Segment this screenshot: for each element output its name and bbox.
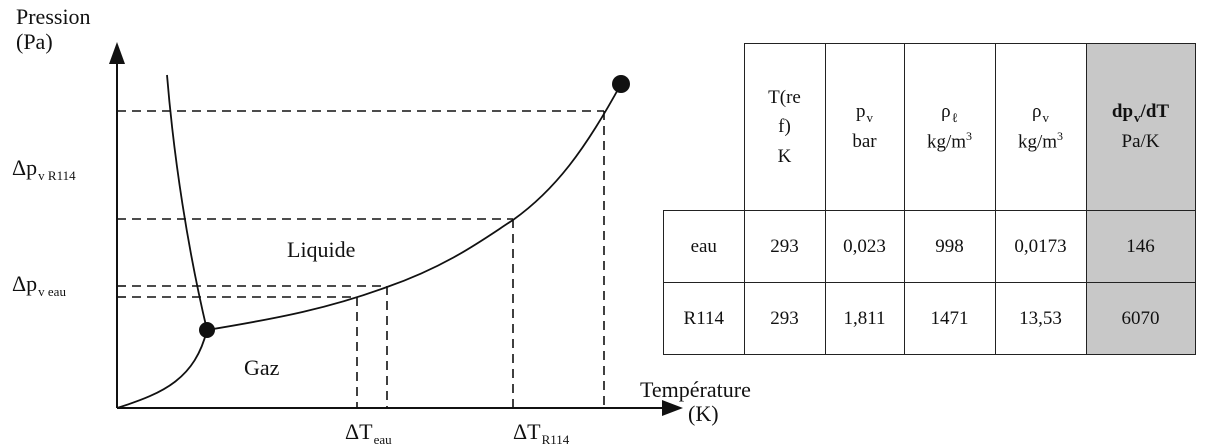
vaporization-curve <box>206 83 622 331</box>
x-axis-label-line1: Température <box>640 377 751 402</box>
header-corner <box>663 43 745 211</box>
cell-fluid: R114 <box>663 282 745 355</box>
cell-dpv-dt: 6070 <box>1085 282 1196 355</box>
delta-p-r114-label: Δpv R114 <box>12 155 76 183</box>
delta-t-eau-label: ΔTeau <box>345 419 392 447</box>
y-axis-arrow <box>109 42 125 64</box>
table-row: eau 293 0,023 998 0,0173 146 <box>663 210 1196 283</box>
cell-rho-v: 13,53 <box>994 282 1087 355</box>
fusion-curve <box>166 74 208 331</box>
header-rho-l: ρℓ kg/m3 <box>903 43 996 211</box>
cell-fluid: eau <box>663 210 745 283</box>
cell-rho-v: 0,0173 <box>994 210 1087 283</box>
cell-tref: 293 <box>743 210 826 283</box>
header-rho-v: ρv kg/m3 <box>994 43 1087 211</box>
critical-point <box>612 75 630 93</box>
header-dpv-dt: dpv/dT Pa/K <box>1085 43 1196 211</box>
x-axis-label-line2: (K) <box>688 401 719 426</box>
cell-tref: 293 <box>743 282 826 355</box>
cell-rho-l: 998 <box>903 210 996 283</box>
header-pv: pv bar <box>824 43 905 211</box>
cell-pv: 0,023 <box>824 210 905 283</box>
region-gas-label: Gaz <box>244 355 280 380</box>
delta-p-eau-label: Δpv eau <box>12 271 66 299</box>
triple-point <box>199 322 215 338</box>
y-axis-label: Pression (Pa) <box>16 4 91 55</box>
x-axis-arrow <box>662 400 683 416</box>
table-header-row: T(re f) K pv bar ρℓ kg/m3 ρv kg/m3 dpv/d… <box>663 43 1196 211</box>
header-tref: T(re f) K <box>743 43 826 211</box>
table-row: R114 293 1,811 1471 13,53 6070 <box>663 282 1196 355</box>
region-liquid-label: Liquide <box>287 237 356 262</box>
cell-rho-l: 1471 <box>903 282 996 355</box>
cell-pv: 1,811 <box>824 282 905 355</box>
cell-dpv-dt: 146 <box>1085 210 1196 283</box>
sublimation-curve <box>116 329 208 409</box>
properties-table: T(re f) K pv bar ρℓ kg/m3 ρv kg/m3 dpv/d… <box>663 43 1196 355</box>
delta-t-r114-label: ΔTR114 <box>513 419 570 447</box>
